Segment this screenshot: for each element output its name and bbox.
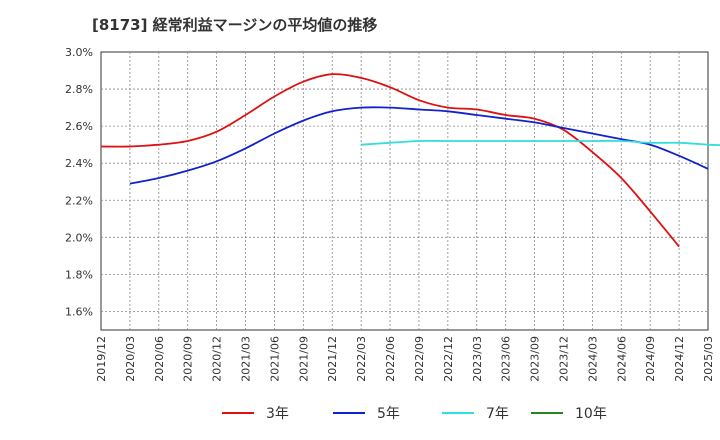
legend-label-3: 10年 [575, 406, 607, 422]
x-tick-label: 2021/09 [297, 336, 310, 382]
x-tick-label: 2020/12 [211, 336, 224, 382]
x-tick-label: 2024/06 [615, 336, 628, 382]
series-line-0 [100, 73, 680, 248]
legend-label-2: 7年 [486, 406, 509, 422]
legend-label-1: 5年 [377, 406, 400, 422]
y-tick-label: 2.8% [65, 83, 93, 96]
series-line-2 [361, 139, 720, 146]
x-tick-label: 2021/06 [268, 336, 281, 382]
x-tick-label: 2020/09 [182, 336, 195, 382]
x-axis-ticks: 2019/12 2020/03 2020/06 2020/09 2020/12 2021/… [95, 336, 715, 382]
y-tick-label: 2.6% [65, 120, 93, 133]
x-tick-label: 2023/09 [529, 336, 542, 382]
x-tick-label: 2021/12 [326, 336, 339, 382]
x-tick-label: 2024/12 [673, 336, 686, 382]
grid-lines [101, 52, 708, 330]
x-tick-label: 2022/06 [384, 336, 397, 382]
x-tick-label: 2024/03 [586, 336, 599, 382]
y-tick-label: 3.0% [65, 46, 93, 59]
y-tick-label: 2.4% [65, 157, 93, 170]
x-tick-label: 2023/12 [557, 336, 570, 382]
x-tick-label: 2022/09 [413, 336, 426, 382]
legend: 3年 5年 7年 10年 [222, 406, 607, 422]
series-line-1 [129, 106, 709, 185]
x-tick-label: 2024/09 [644, 336, 657, 382]
y-tick-label: 1.8% [65, 268, 93, 281]
x-tick-label: 2025/03 [702, 336, 715, 382]
x-tick-label: 2021/03 [240, 336, 253, 382]
x-tick-label: 2022/03 [355, 336, 368, 382]
legend-label-0: 3年 [266, 406, 289, 422]
y-tick-label: 1.6% [65, 305, 93, 318]
plot-area [100, 51, 709, 331]
x-tick-label: 2020/06 [153, 336, 166, 382]
x-tick-label: 2023/03 [471, 336, 484, 382]
y-axis-ticks: 1.6% 1.8% 2.0% 2.2% 2.4% 2.6% 2.8% 3.0% [65, 46, 93, 318]
y-tick-label: 2.2% [65, 194, 93, 207]
x-tick-label: 2023/06 [500, 336, 513, 382]
x-tick-label: 2019/12 [95, 336, 108, 382]
series-lines [100, 73, 720, 248]
x-tick-label: 2020/03 [124, 336, 137, 382]
x-tick-label: 2022/12 [442, 336, 455, 382]
chart-title: [8173] 経常利益マージンの平均値の推移 [92, 16, 378, 34]
y-tick-label: 2.0% [65, 231, 93, 244]
